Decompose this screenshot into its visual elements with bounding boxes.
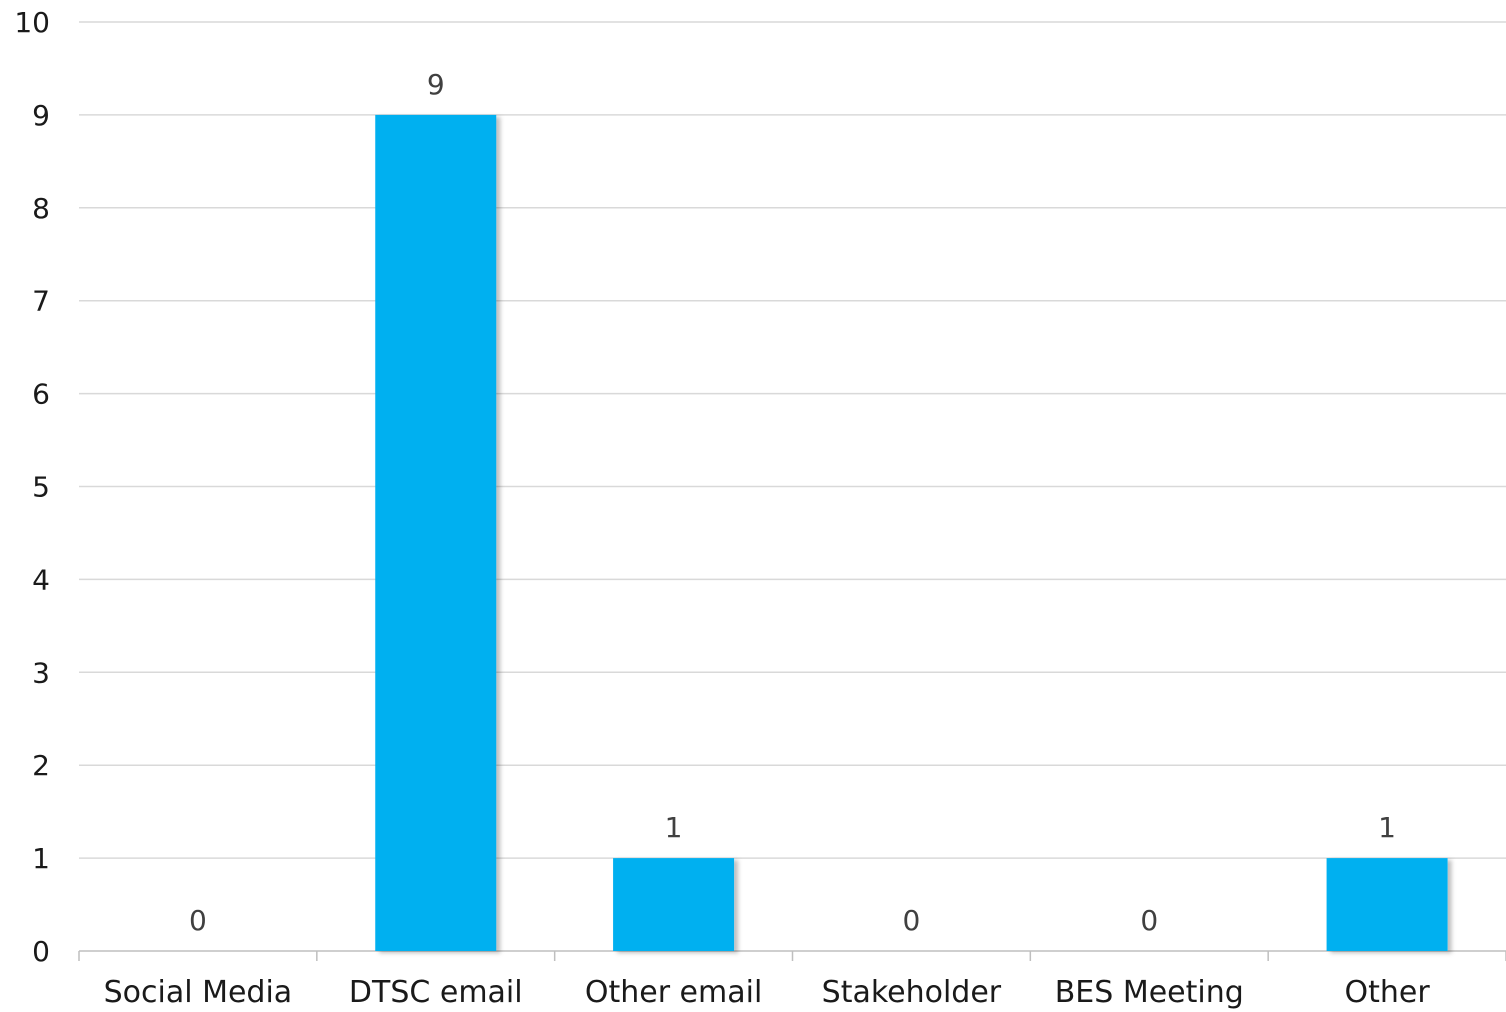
data-label: 9: [427, 68, 445, 101]
y-tick-label: 2: [32, 749, 50, 782]
y-tick-label: 3: [32, 656, 50, 689]
bar-other: [1326, 858, 1448, 951]
bars: [375, 114, 1448, 951]
x-category-label: BES Meeting: [1055, 975, 1244, 1010]
y-tick-label: 5: [32, 471, 50, 504]
x-category-label: Stakeholder: [822, 975, 1002, 1010]
y-tick-label: 1: [32, 842, 50, 875]
bar-dtsc-email: [375, 114, 497, 951]
x-category-label: Social Media: [104, 975, 293, 1010]
x-category-label: DTSC email: [349, 975, 523, 1010]
y-tick-label: 9: [32, 99, 50, 132]
x-category-label: Other: [1344, 975, 1430, 1010]
data-label: 0: [903, 904, 921, 937]
data-label: 0: [189, 904, 207, 937]
data-label: 0: [1140, 904, 1158, 937]
y-tick-label: 0: [32, 935, 50, 968]
data-label: 1: [665, 811, 683, 844]
y-tick-label: 8: [32, 192, 50, 225]
gridlines: [79, 21, 1506, 859]
y-tick-label: 6: [32, 378, 50, 411]
y-tick-label: 7: [32, 285, 50, 318]
y-tick-label: 4: [32, 563, 50, 596]
bar-other-email: [613, 858, 735, 951]
x-category-label: Other email: [585, 975, 762, 1010]
y-tick-label: 10: [14, 6, 50, 39]
axes: [78, 950, 1506, 961]
data-label: 1: [1378, 811, 1396, 844]
